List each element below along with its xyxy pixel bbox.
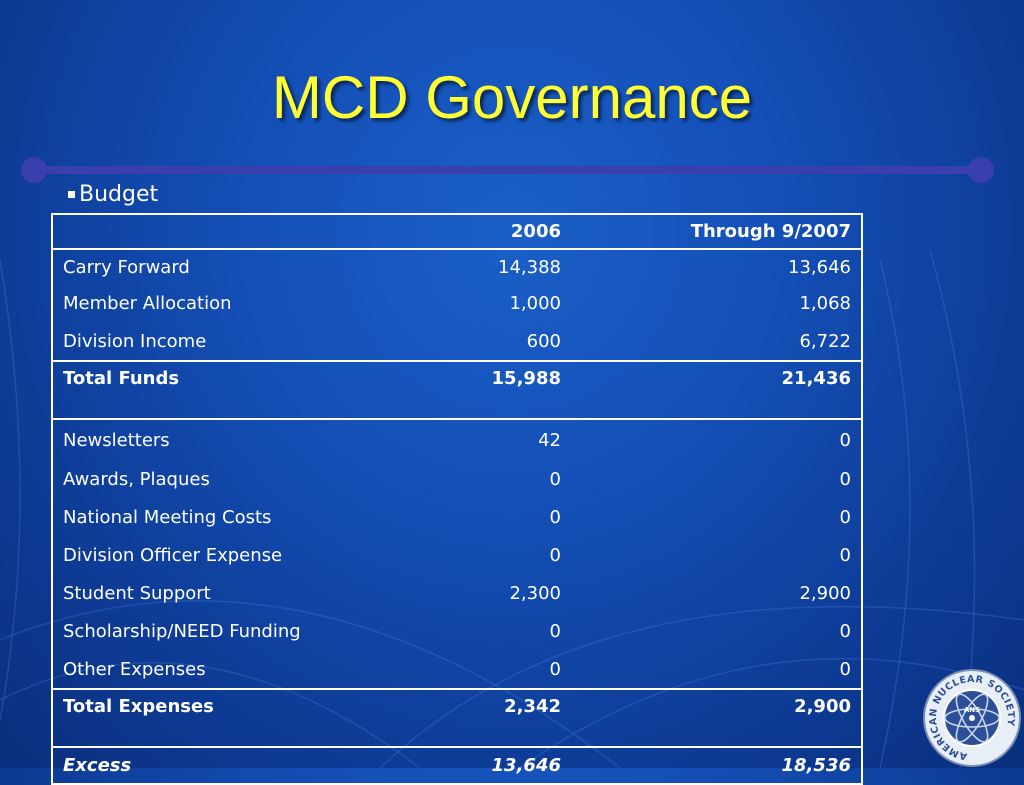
table-row: Division Officer Expense 0 0	[52, 536, 862, 574]
row-value-2007: 0	[839, 658, 851, 680]
total-expenses-2006: 2,342	[386, 688, 571, 747]
bullet-budget: Budget	[68, 180, 158, 210]
excess-2006: 13,646	[386, 746, 571, 784]
table-row: Awards, Plaques 0 0	[52, 460, 862, 498]
excess-row: Excess 13,646 18,536	[52, 746, 862, 784]
table-row: Scholarship/NEED Funding 0 0	[52, 612, 862, 650]
row-label: Student Support	[63, 582, 211, 604]
row-value-2007: 2,900	[799, 582, 851, 604]
row-value-2006: 0	[549, 468, 561, 490]
table-row: Carry Forward 14,388 13,646	[52, 249, 862, 284]
header-cell-2006: 2006	[386, 214, 571, 250]
row-label: Division Officer Expense	[63, 544, 283, 566]
table-row: Division Income 600 6,722	[52, 322, 862, 361]
table-header-row: 2006 Through 9/2007	[52, 214, 862, 250]
row-label: Member Allocation	[63, 292, 232, 314]
slide-title: MCD Governance	[271, 64, 753, 131]
row-label: Carry Forward	[63, 256, 190, 278]
total-funds-2006: 15,988	[386, 360, 571, 419]
row-value-2006: 14,388	[498, 256, 561, 278]
row-value-2007: 6,722	[799, 330, 851, 352]
total-funds-2007: 21,436	[571, 360, 862, 419]
row-value-2007: 13,646	[788, 256, 851, 278]
row-value-2006: 2,300	[509, 582, 561, 604]
row-value-2007: 0	[571, 418, 862, 460]
excess-label: Excess	[52, 746, 386, 784]
row-value-2006: 0	[549, 544, 561, 566]
bullet-text: Budget	[79, 182, 159, 207]
row-label: Newsletters	[52, 418, 386, 460]
square-bullet-icon	[68, 191, 75, 198]
excess-2007: 18,536	[571, 746, 862, 784]
row-value-2006: 0	[549, 658, 561, 680]
row-label: Other Expenses	[63, 658, 206, 680]
row-value-2006: 0	[549, 506, 561, 528]
table-row: Member Allocation 1,000 1,068	[52, 284, 862, 322]
budget-table: 2006 Through 9/2007 Carry Forward 14,388…	[51, 213, 863, 785]
rule-right-dot	[968, 157, 994, 183]
row-value-2007: 1,068	[799, 292, 851, 314]
row-value-2006: 1,000	[509, 292, 561, 314]
row-label: Division Income	[63, 330, 207, 352]
row-label: Scholarship/NEED Funding	[63, 620, 301, 642]
ans-logo-icon: AMERICAN NUCLEAR SOCIETY ANS	[923, 669, 1021, 767]
logo-letters: ANS	[964, 706, 980, 714]
total-expenses-2007: 2,900	[571, 688, 862, 747]
table-row: Student Support 2,300 2,900	[52, 574, 862, 612]
row-value-2007: 0	[839, 468, 851, 490]
total-funds-row: Total Funds 15,988 21,436	[52, 360, 862, 419]
row-value-2007: 0	[839, 544, 851, 566]
total-expenses-label: Total Expenses	[52, 688, 386, 747]
table-row: National Meeting Costs 0 0	[52, 498, 862, 536]
row-value-2006: 600	[526, 330, 561, 352]
row-value-2007: 0	[839, 620, 851, 642]
row-value-2006: 42	[386, 418, 571, 460]
row-value-2007: 0	[839, 506, 851, 528]
total-funds-label: Total Funds	[52, 360, 386, 419]
row-label: National Meeting Costs	[63, 506, 272, 528]
total-expenses-row: Total Expenses 2,342 2,900	[52, 688, 862, 747]
table-row: Other Expenses 0 0	[52, 650, 862, 689]
row-label: Awards, Plaques	[63, 468, 210, 490]
header-cell-2007: Through 9/2007	[571, 214, 862, 250]
header-cell-label	[52, 214, 386, 250]
row-value-2006: 0	[549, 620, 561, 642]
title-rule	[34, 166, 982, 174]
table-row: Newsletters 42 0	[52, 418, 862, 460]
